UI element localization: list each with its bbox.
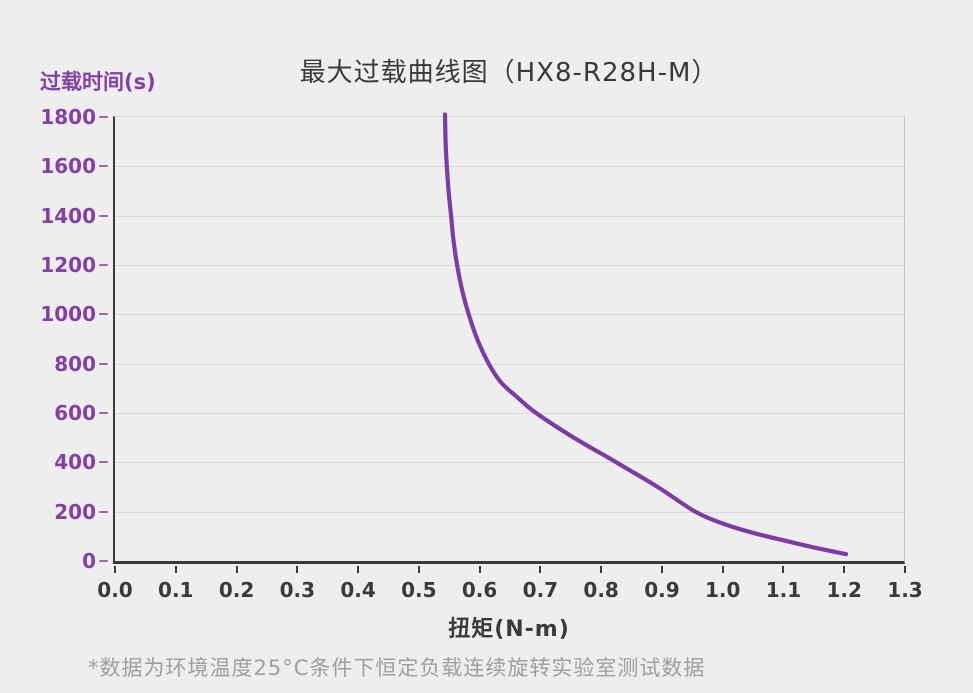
x-tick-label: 0.9 [644,578,680,602]
x-tick-label: 0.4 [340,578,376,602]
x-tick-label: 0.7 [522,578,559,602]
x-tick-label: 0.2 [218,578,255,602]
x-tick-mark [296,566,299,573]
x-tick-label: 1.0 [704,578,741,602]
y-tick-label: 1000 [40,302,96,327]
x-tick-label: 0.5 [401,578,437,602]
y-tick-mark [99,313,108,316]
y-tick-mark [99,461,108,464]
gridline-800 [115,363,905,365]
y-tick-mark [99,510,108,513]
gridline-200 [115,511,905,513]
y-tick-label: 1200 [40,253,96,277]
x-tick-label: 0.0 [97,578,133,602]
y-tick-label: 1600 [40,154,96,179]
gridline-1000 [115,314,905,316]
gridline-600 [115,413,905,414]
x-tick-mark [357,566,360,573]
y-tick-mark [99,560,108,562]
x-axis-title: 扭矩(N-m) [448,617,570,642]
gridline-1600 [115,166,905,168]
y-tick-mark [99,214,108,217]
y-tick-label: 1800 [40,105,96,129]
x-tick-label: 0.6 [461,578,498,602]
plot-area [113,116,905,564]
y-tick-mark [99,165,108,168]
x-tick-mark [174,566,177,573]
x-tick-mark [660,566,663,573]
gridline-1200 [115,265,905,266]
x-tick-mark [843,566,846,573]
x-tick-mark [904,566,906,573]
x-tick-mark [417,566,420,573]
x-tick-mark [600,566,603,573]
y-tick-label: 400 [54,450,96,475]
y-tick-label: 600 [54,401,96,425]
footnote: *数据为环境温度25°C条件下恒定负载连续旋转实验室测试数据 [88,656,706,680]
y-tick-mark [99,116,108,118]
x-tick-label: 0.8 [583,578,619,602]
x-tick-mark [114,566,116,573]
chart-title: 最大过载曲线图（HX8-R28H-M） [299,58,719,88]
gridline-1400 [115,215,905,217]
x-tick-mark [478,566,481,573]
x-tick-label: 0.3 [279,578,316,602]
y-tick-label: 0 [82,549,96,573]
y-axis-title: 过载时间(s) [40,70,156,94]
x-tick-label: 1.3 [887,578,923,602]
x-tick-label: 0.1 [158,578,194,602]
x-tick-mark [539,566,542,573]
y-tick-label: 200 [54,499,96,524]
x-tick-mark [721,566,724,573]
x-tick-mark [782,566,785,573]
x-tick-label: 1.1 [765,578,802,602]
y-tick-mark [99,412,108,414]
x-tick-mark [235,566,238,573]
y-tick-label: 1400 [40,203,96,228]
y-tick-label: 800 [54,351,96,376]
y-tick-mark [99,264,108,266]
y-tick-mark [99,362,108,365]
x-tick-label: 1.2 [826,578,862,602]
gridline-400 [115,462,905,464]
